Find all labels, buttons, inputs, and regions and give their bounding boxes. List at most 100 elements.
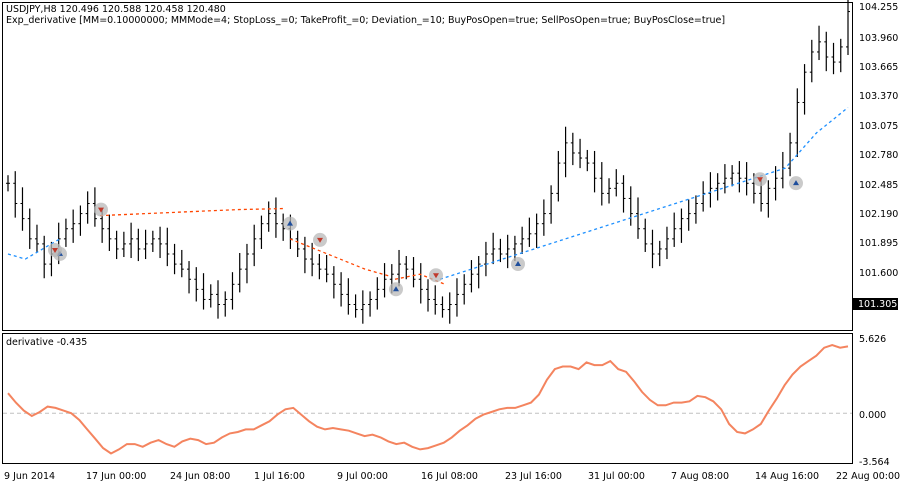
price-bar <box>780 151 785 189</box>
price-bar <box>686 199 691 231</box>
indicator-axis[interactable]: 5.626 0.000 -3.564 <box>859 334 890 468</box>
time-tick-label: 7 Aug 08:00 <box>671 471 729 482</box>
price-bar <box>121 231 126 258</box>
indicator-tick-label: 5.626 <box>859 334 886 345</box>
price-bar <box>179 249 184 278</box>
price-tick-label: 101.895 <box>859 238 898 249</box>
price-bar <box>476 256 481 289</box>
sell-signal-marker[interactable] <box>313 232 327 247</box>
time-tick-label: 9 Jul 00:00 <box>337 471 388 482</box>
price-bar <box>317 253 322 280</box>
price-bar <box>34 224 39 252</box>
price-bar <box>737 161 742 193</box>
price-bar <box>259 215 264 249</box>
time-tick-label: 23 Jul 16:00 <box>505 471 562 482</box>
price-bar <box>331 266 336 299</box>
buy-signal-marker[interactable] <box>789 176 803 191</box>
time-axis[interactable]: 9 Jun 2014 17 Jun 00:00 24 Jun 08:00 1 J… <box>4 471 900 482</box>
buy-signal-marker[interactable] <box>283 216 297 231</box>
price-bar <box>846 0 850 55</box>
buy-arrow-icon <box>393 286 399 292</box>
price-bar <box>223 291 228 317</box>
price-bar <box>71 209 76 243</box>
buy-signal-marker[interactable] <box>389 282 403 297</box>
price-bar <box>592 150 597 193</box>
price-bar <box>252 224 257 267</box>
price-bar <box>201 273 206 310</box>
price-bar <box>664 226 669 260</box>
price-bar <box>208 284 213 308</box>
price-tick-label: 104.255 <box>859 2 898 13</box>
current-price-tag: 101.305 <box>858 299 897 310</box>
price-bar <box>766 180 771 218</box>
price-bar <box>273 197 278 238</box>
price-axis[interactable]: 104.255 103.960 103.665 103.370 103.075 … <box>859 2 898 279</box>
price-tick-label: 103.075 <box>859 121 898 132</box>
price-bar <box>129 222 134 259</box>
price-bar <box>512 235 517 262</box>
price-bar <box>295 230 300 258</box>
price-bar <box>281 213 286 241</box>
time-tick-label: 31 Jul 00:00 <box>588 471 645 482</box>
time-tick-label: 17 Jun 00:00 <box>86 471 146 482</box>
price-bar <box>809 39 814 83</box>
price-bar <box>230 272 235 310</box>
price-bar <box>244 243 249 284</box>
sell-arrow-icon <box>757 177 763 183</box>
price-bar <box>114 230 119 260</box>
price-bar <box>368 291 373 317</box>
price-bar <box>708 172 713 208</box>
price-bar <box>643 218 648 252</box>
expert-info-line: Exp_derivative [MM=0.10000000; MMMode=4;… <box>6 15 725 26</box>
indicator-label: derivative -0.435 <box>6 337 87 348</box>
buy-arrow-icon <box>515 260 521 266</box>
price-bar <box>440 296 445 318</box>
sell-signal-marker[interactable] <box>48 242 62 257</box>
trend-line-layer <box>7 107 849 285</box>
price-bar <box>773 166 778 201</box>
price-tick-label: 102.190 <box>859 209 898 220</box>
price-bar <box>172 243 177 275</box>
sell-arrow-icon <box>52 247 58 253</box>
price-bar <box>150 230 155 252</box>
time-tick-label: 22 Aug 00:00 <box>836 471 900 482</box>
price-bar <box>194 267 199 302</box>
price-bar <box>824 31 829 72</box>
indicator-layer <box>3 343 852 455</box>
price-bar <box>136 228 141 262</box>
price-bar <box>346 278 351 315</box>
price-bar <box>13 171 18 218</box>
price-bar <box>454 278 459 317</box>
sell-signal-marker[interactable] <box>94 202 108 217</box>
price-bar <box>165 227 170 267</box>
price-bar <box>462 274 467 305</box>
sell-signal-marker[interactable] <box>753 172 767 187</box>
price-bar <box>614 169 619 197</box>
price-bar <box>701 181 706 212</box>
price-bar <box>20 187 25 231</box>
price-bar <box>216 280 220 319</box>
price-tick-label: 102.485 <box>859 180 898 191</box>
sell-signal-marker[interactable] <box>429 268 443 283</box>
trend-segment-down <box>99 207 286 217</box>
time-tick-label: 9 Jun 2014 <box>4 471 55 482</box>
price-bar <box>657 240 662 267</box>
price-bar <box>621 175 626 213</box>
price-bar <box>549 185 554 224</box>
price-bar <box>418 263 423 304</box>
buy-signal-marker[interactable] <box>511 256 525 271</box>
price-tick-label: 101.600 <box>859 268 898 279</box>
price-tick-label: 103.370 <box>859 91 898 102</box>
buy-arrow-icon <box>793 180 799 186</box>
symbol-info-line: USDJPY,H8 120.496 120.588 120.458 120.48… <box>6 4 226 15</box>
trend-segment-up <box>7 238 61 260</box>
price-bar <box>585 149 590 172</box>
price-bar <box>693 195 698 224</box>
price-bar <box>556 150 561 202</box>
price-bar <box>520 226 525 254</box>
price-bar <box>744 162 749 196</box>
price-bar <box>491 232 496 265</box>
price-bar <box>505 234 510 269</box>
